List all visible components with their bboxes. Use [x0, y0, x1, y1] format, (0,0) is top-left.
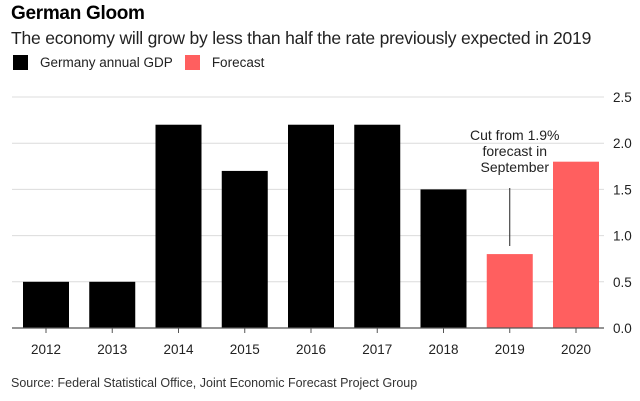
- x-tick-label: 2019: [495, 342, 525, 357]
- x-tick-label: 2016: [296, 342, 326, 357]
- legend-label-forecast: Forecast: [211, 55, 265, 70]
- legend-label-gdp: Germany annual GDP: [40, 55, 173, 70]
- x-tick-label: 2014: [163, 342, 194, 357]
- chart-subtitle: The economy will grow by less than half …: [11, 28, 592, 48]
- chart-title: German Gloom: [11, 3, 145, 24]
- legend-swatch-gdp: [13, 55, 28, 70]
- y-tick-label: 0.0: [613, 321, 632, 336]
- y-tick-label: 2.0: [613, 136, 632, 151]
- x-tick-label: 2015: [230, 342, 260, 357]
- y-tick-label: 1.5: [613, 182, 632, 197]
- x-tick-label: 2013: [97, 342, 127, 357]
- y-tick-label: 1.0: [613, 229, 632, 244]
- legend-swatch-forecast: [184, 55, 200, 70]
- legend-item-gdp: Germany annual GDP: [13, 55, 173, 70]
- annotation-text: forecast in: [482, 143, 547, 159]
- bar-2018: [420, 189, 467, 328]
- annotation-text: September: [481, 159, 550, 175]
- x-tick-label: 2020: [561, 342, 591, 357]
- bar-2012: [23, 281, 69, 328]
- bar-2017: [354, 124, 401, 328]
- legend: Germany annual GDP Forecast: [13, 55, 276, 70]
- bar-2014: [155, 124, 202, 328]
- bar-2019: [486, 254, 533, 328]
- legend-item-forecast: Forecast: [184, 55, 265, 70]
- x-tick-label: 2018: [428, 342, 458, 357]
- bar-2016: [288, 124, 334, 328]
- x-tick-label: 2017: [362, 342, 392, 357]
- y-tick-label: 2.5: [613, 90, 632, 105]
- bar-2015: [221, 170, 268, 328]
- bar-2020: [553, 161, 599, 328]
- source-note: Source: Federal Statistical Office, Join…: [11, 376, 418, 390]
- annotation-text: Cut from 1.9%: [470, 127, 559, 143]
- y-tick-label: 0.5: [613, 275, 632, 290]
- x-tick-label: 2012: [31, 342, 61, 357]
- bar-2013: [89, 281, 136, 328]
